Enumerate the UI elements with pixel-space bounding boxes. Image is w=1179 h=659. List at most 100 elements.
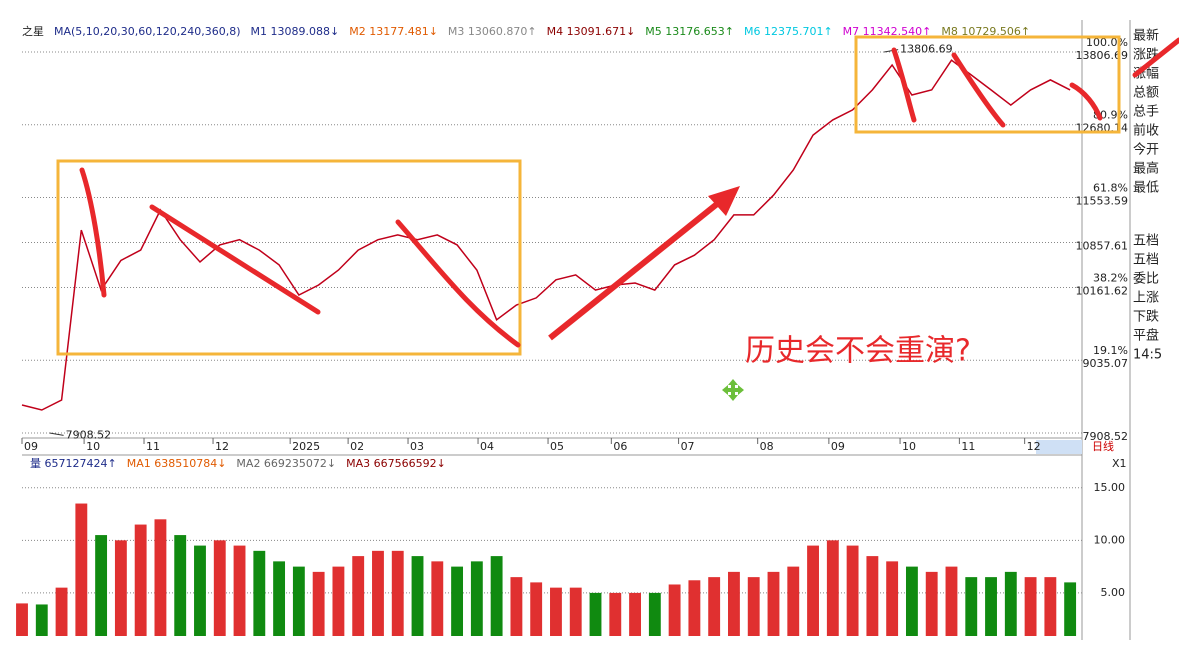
volume-bar [530,582,543,636]
side-label: 最新 [1133,28,1159,44]
low-label: 7908.52 [66,428,112,441]
volume-bar [767,571,780,636]
volume-bar [332,566,345,636]
volume-bar [905,566,918,636]
volume-bar [708,577,721,636]
volume-bar [728,571,740,636]
x-tick-label: 10 [86,440,100,453]
scale-label: X1 [1112,457,1127,470]
volume-bar [1024,577,1037,636]
volume-bar [688,580,701,636]
side-label: 最高 [1133,161,1159,177]
annotation: 历史会不会重演? [745,334,971,369]
header-item: M2 13177.481↓ [349,25,438,38]
volume-bar [925,571,938,636]
x-tick-label: 09 [831,440,845,453]
volume-bar [451,566,464,636]
x-tick-label: 10 [902,440,916,453]
header-item: M1 13089.088↓ [251,25,340,38]
box-left [56,159,522,356]
side-label: 最低 [1133,181,1159,196]
move-icon [722,379,744,401]
x-tick-label: 12 [1027,440,1041,453]
volume-bar [35,604,48,636]
volume-bar [965,577,978,636]
stroke [951,52,1006,128]
volume-bar [55,587,68,636]
x-tick-label: 06 [613,440,627,453]
header-item: M6 12375.701↑ [744,25,833,38]
stroke [395,219,521,348]
stroke [79,167,107,298]
volume-bar [352,556,365,636]
header: 之星 MA(5,10,20,30,60,120,240,360,8) M1 1308… [22,24,1030,38]
volume-bar [747,577,760,636]
header-item: M5 13176.653↑ [645,25,734,38]
y-tick-label: 11553.59 [1076,195,1129,208]
volume-bar [470,561,483,636]
x-tick-label: 12 [215,440,229,453]
period-box [1036,440,1082,454]
volume-bar [1004,571,1017,636]
header-item: M4 13091.671↓ [547,25,636,38]
y-tick-label: 7908.52 [1083,430,1129,443]
period-label: 日线 [1092,439,1114,453]
side-label: 14:5 [1133,348,1162,363]
header-item: 量 657127424↑ [30,457,117,470]
side-label: 前收 [1133,123,1159,139]
volume-bar [569,587,582,636]
volume-bar [114,540,127,636]
stroke [149,204,321,315]
y-tick-label: 13806.69 [1076,49,1129,62]
volume-header: 量 657127424↑ MA1 638510784↓ MA2 669235072↓… [30,457,446,470]
volume-bar [510,577,523,636]
volume-bar [194,545,206,636]
volume-bar [550,587,562,636]
volume-bar [1044,577,1057,636]
y-tick-label: 5.00 [1101,586,1126,599]
y-tick-label: 10857.61 [1076,239,1129,252]
volume-bar [312,571,325,636]
y-tick-label: 15.00 [1094,481,1126,494]
header-item: MA1 638510784↓ [127,457,227,470]
stroke [1069,82,1103,121]
volume-bar [273,561,286,636]
header-item: M3 13060.870↑ [448,25,537,38]
x-tick-label: 07 [681,440,695,453]
high-label: 13806.69 [900,43,953,56]
volume-bar [846,545,859,636]
volume-bar [154,519,167,636]
x-tick-label: 2025 [292,440,320,453]
side-label: 平盘 [1133,328,1159,344]
volume-bar [589,592,602,636]
volume-bar [826,540,839,636]
stroke [1132,37,1179,78]
volume-bar [233,545,246,636]
hand-strokes [79,37,1179,348]
x-tick-label: 11 [146,440,160,453]
x-tick-label: 09 [24,440,38,453]
header-item: M8 10729.506↑ [941,25,1030,38]
volume-bar [174,535,187,636]
volume-bar [668,584,681,636]
volume-bar [292,566,305,636]
side-label: 五档 [1133,234,1159,249]
header-item: MA2 669235072↓ [236,457,336,470]
volume-bar [213,540,226,636]
side-label: 总手 [1133,105,1159,120]
low-marker [49,432,64,436]
y-tick-label: 9035.07 [1083,357,1129,370]
volume-bar [391,550,404,636]
side-label: 总额 [1133,86,1159,101]
side-label: 今开 [1133,142,1159,158]
volume-bar [886,561,899,636]
plot: 13806.69100.0%12680.1480.9%11553.5961.8%… [16,36,1128,636]
volume-bar [134,524,147,636]
volume-bar [411,556,424,636]
stroke [891,47,917,123]
volume-bar [16,603,28,636]
y-tick-label: 10161.62 [1076,284,1129,297]
volume-bar [866,556,879,636]
y-percent-label: 19.1% [1093,344,1128,357]
